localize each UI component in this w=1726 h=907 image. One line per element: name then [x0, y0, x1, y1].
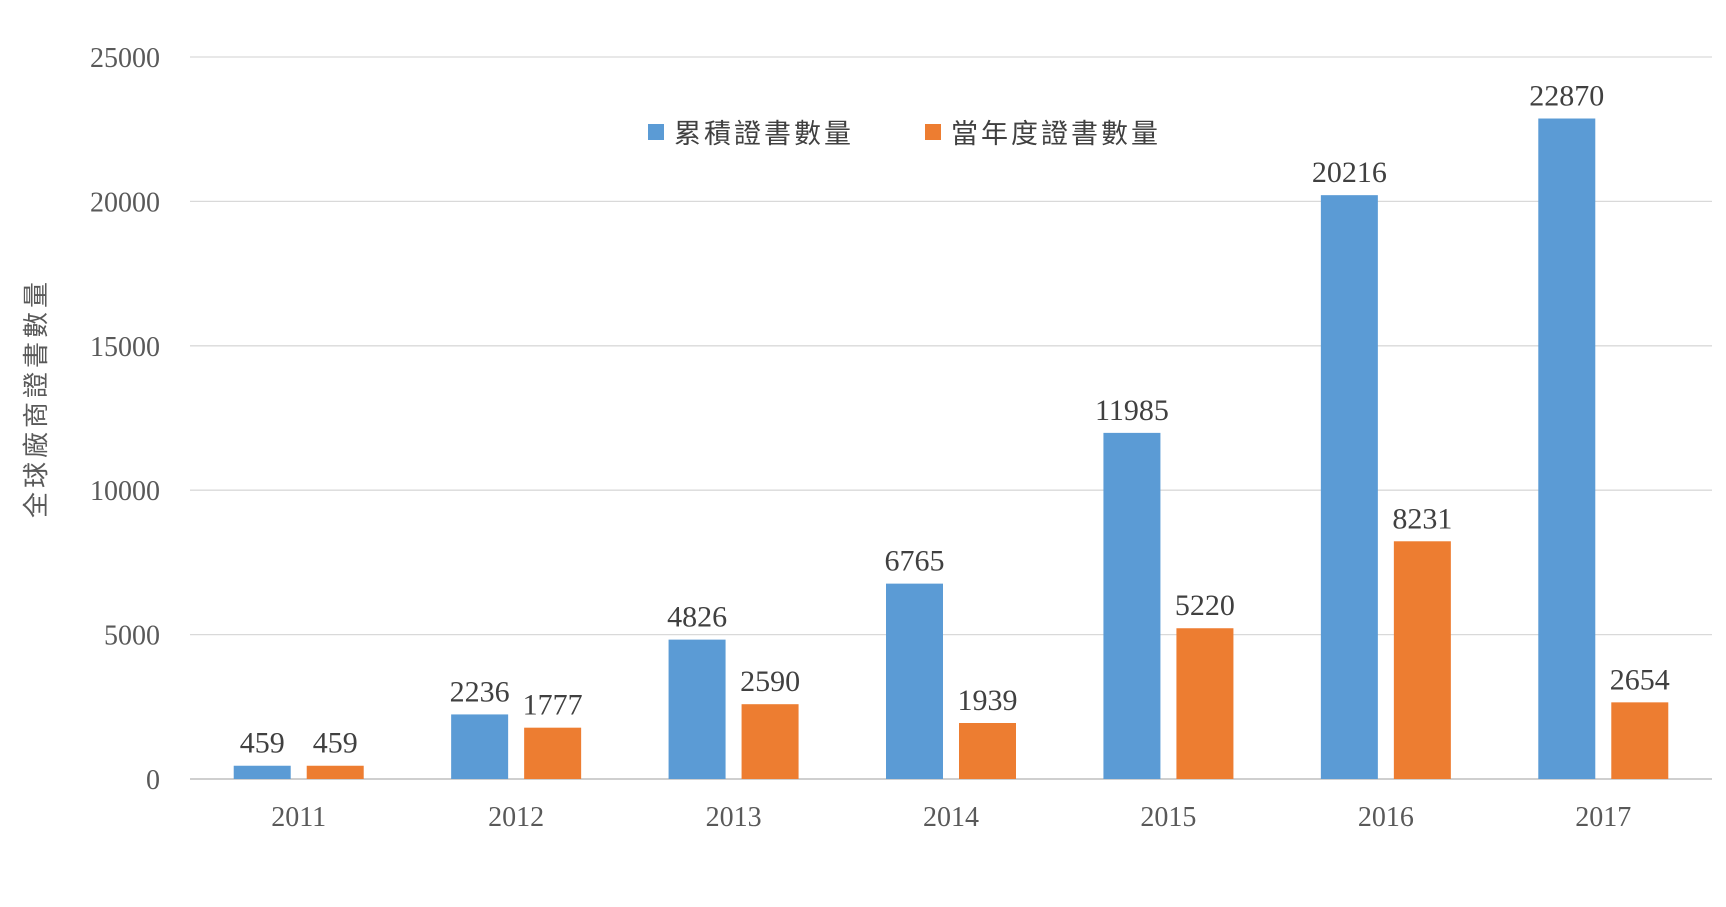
x-tick-label: 2016	[1358, 802, 1414, 833]
x-tick-label: 2013	[706, 802, 762, 833]
bar-cumulative-2014	[886, 583, 943, 779]
gridlines	[190, 56, 1712, 780]
bar-cumulative-2011	[233, 765, 291, 779]
y-tick-label: 15000	[90, 332, 160, 363]
bar-annual-2011	[306, 765, 364, 779]
y-tick-label: 5000	[104, 621, 160, 652]
legend-swatch	[648, 124, 664, 140]
data-label: 4826	[667, 601, 727, 634]
y-axis-title: 全球廠商證書數量	[22, 278, 52, 518]
x-tick-label: 2015	[1140, 802, 1196, 833]
data-label: 5220	[1175, 589, 1235, 622]
bar-annual-2016	[1393, 541, 1451, 779]
bar-cumulative-2017	[1538, 118, 1596, 779]
x-axis-ticks: 2011 2012 2013 2014 2015 2016 2017	[271, 802, 1631, 833]
bar-cumulative-2016	[1320, 195, 1378, 779]
bar-annual-2014	[959, 723, 1016, 779]
x-tick-label: 2011	[271, 802, 326, 833]
y-tick-label: 25000	[90, 43, 160, 74]
bar-annual-2012	[524, 727, 582, 779]
data-label: 6765	[885, 545, 945, 578]
bar-cumulative-2015	[1103, 432, 1161, 779]
data-labels: 459 459 2236 1777 4826 2590 6765 1939 11985 5220 2…	[240, 80, 1670, 760]
data-label: 20216	[1312, 156, 1387, 189]
data-label: 1777	[523, 689, 583, 722]
data-label: 2236	[450, 675, 510, 708]
data-label: 11985	[1095, 394, 1169, 427]
bar-annual-2017	[1611, 702, 1669, 779]
y-tick-label: 0	[146, 765, 160, 796]
y-axis-ticks: 0 5000 10000 15000 20000 25000	[90, 43, 160, 796]
x-tick-label: 2017	[1575, 802, 1631, 833]
legend: 累積證書數量 當年度證書數量	[648, 119, 1161, 150]
bar-cumulative-2012	[451, 714, 509, 779]
data-label: 2590	[740, 665, 800, 698]
data-label: 22870	[1529, 80, 1604, 113]
data-label: 459	[313, 727, 358, 760]
data-label: 8231	[1392, 502, 1452, 535]
bar-cumulative-2013	[668, 639, 726, 779]
x-tick-label: 2014	[923, 802, 979, 833]
legend-label: 累積證書數量	[674, 119, 854, 150]
data-label: 2654	[1610, 663, 1670, 696]
bar-annual-2013	[741, 704, 799, 779]
data-label: 459	[240, 727, 285, 760]
bars	[233, 118, 1669, 779]
y-tick-label: 10000	[90, 476, 160, 507]
legend-swatch	[925, 124, 941, 140]
bar-annual-2015	[1176, 628, 1234, 779]
legend-label: 當年度證書數量	[951, 119, 1161, 150]
data-label: 1939	[958, 684, 1018, 717]
y-tick-label: 20000	[90, 187, 160, 218]
x-tick-label: 2012	[488, 802, 544, 833]
